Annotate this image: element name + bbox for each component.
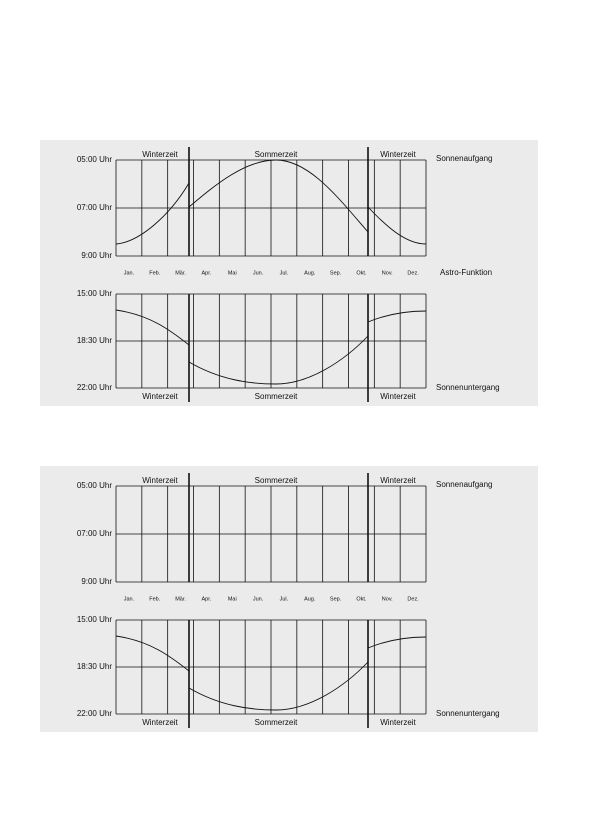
month-label: Okt. [356, 270, 367, 276]
panel-background [40, 140, 538, 406]
panel: Winterzeit Sommerzeit Winterzeit Winterzeit… [40, 140, 538, 406]
time-label: 18:30 Uhr [77, 662, 112, 671]
season-label: Winterzeit [380, 718, 416, 727]
month-label: Jul. [280, 270, 289, 276]
month-label: Jan. [124, 596, 135, 602]
month-label: Aug. [304, 270, 316, 276]
time-label: 9:00 Uhr [81, 251, 112, 260]
season-label: Winterzeit [142, 392, 178, 401]
month-label: Sep. [330, 270, 342, 276]
month-label: Dez. [407, 596, 419, 602]
time-label: 07:00 Uhr [77, 529, 112, 538]
month-label: Feb. [149, 596, 160, 602]
season-label: Winterzeit [142, 718, 178, 727]
sunset-curve [115, 635, 427, 711]
time-label: 15:00 Uhr [77, 289, 112, 298]
sunrise-label: Sonnenaufgang [436, 154, 493, 163]
season-label: Sommerzeit [255, 150, 298, 159]
season-label: Winterzeit [380, 392, 416, 401]
time-label: 9:00 Uhr [81, 577, 112, 586]
month-label: Sep. [330, 596, 342, 602]
time-label: 05:00 Uhr [77, 155, 112, 164]
sunrise-label: Sonnenaufgang [436, 480, 493, 489]
month-label: Jan. [124, 270, 135, 276]
time-label: 22:00 Uhr [77, 709, 112, 718]
panel-background [40, 466, 538, 732]
season-label: Sommerzeit [255, 476, 298, 485]
time-label: 15:00 Uhr [77, 615, 112, 624]
time-label: 18:30 Uhr [77, 336, 112, 345]
time-label: 05:00 Uhr [77, 481, 112, 490]
month-label: Jun. [253, 270, 264, 276]
month-label: Apr. [202, 270, 212, 276]
month-label: Aug. [304, 596, 316, 602]
month-label: Jul. [280, 596, 289, 602]
season-label: Sommerzeit [255, 392, 298, 401]
month-label: Nov. [382, 270, 393, 276]
month-label: Okt. [356, 596, 367, 602]
astro-label: Astro-Funktion [440, 268, 492, 277]
month-label: Nov. [382, 596, 393, 602]
sunrise-curve [115, 159, 427, 245]
month-label: Mai [228, 270, 237, 276]
panel: Winterzeit Sommerzeit Winterzeit Winterzeit… [40, 466, 538, 732]
time-label: 22:00 Uhr [77, 383, 112, 392]
month-label: Mär. [175, 596, 186, 602]
month-label: Mär. [175, 270, 186, 276]
sunset-curve [115, 309, 427, 385]
month-label: Feb. [149, 270, 160, 276]
season-label: Winterzeit [142, 150, 178, 159]
month-label: Mai [228, 596, 237, 602]
sunset-label: Sonnenuntergang [436, 709, 500, 718]
time-label: 07:00 Uhr [77, 203, 112, 212]
season-label: Winterzeit [380, 476, 416, 485]
month-label: Jun. [253, 596, 264, 602]
month-label: Apr. [202, 596, 212, 602]
month-label: Dez. [407, 270, 419, 276]
sunset-label: Sonnenuntergang [436, 383, 500, 392]
season-label: Winterzeit [380, 150, 416, 159]
season-label: Winterzeit [142, 476, 178, 485]
season-label: Sommerzeit [255, 718, 298, 727]
